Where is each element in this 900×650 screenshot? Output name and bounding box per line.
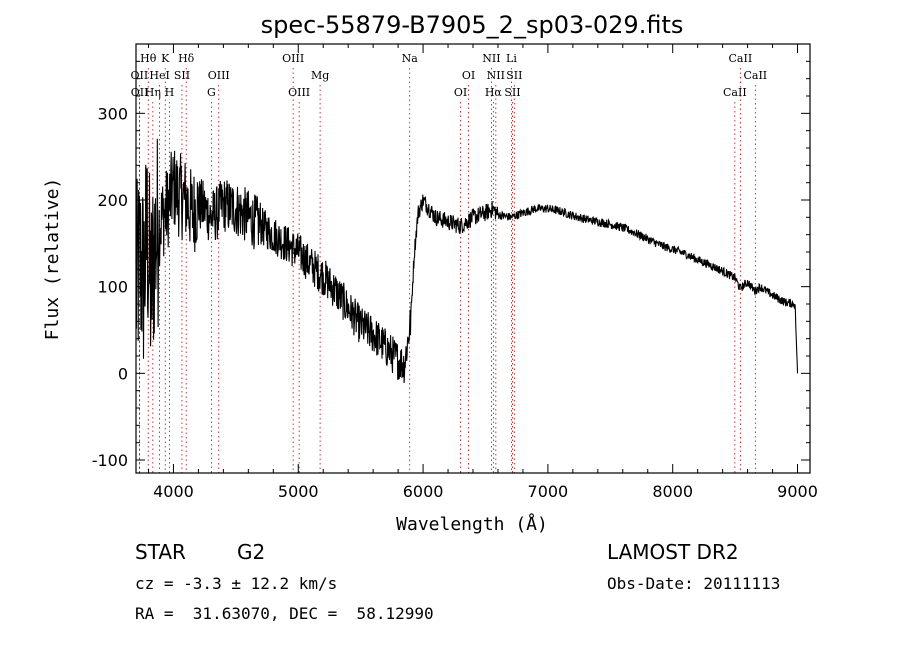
y-tick-label--100: -100 bbox=[92, 451, 128, 470]
line-label-3: OIII bbox=[282, 52, 304, 65]
line-label-2: Hδ bbox=[178, 52, 195, 65]
line-label-18: Hη bbox=[145, 86, 161, 99]
observation-date: Obs-Date: 20111113 bbox=[607, 574, 781, 593]
line-markers bbox=[138, 68, 756, 473]
y-tick-labels: -100 0 100 200 300 bbox=[92, 104, 128, 470]
line-label-14: NII bbox=[487, 69, 505, 82]
line-label-25: CaII bbox=[723, 86, 747, 99]
line-label-24: SII bbox=[504, 86, 520, 99]
y-tick-label-0: 0 bbox=[118, 364, 128, 383]
spectrum-line bbox=[135, 138, 799, 384]
line-label-20: G bbox=[207, 86, 216, 99]
line-label-16: CaII bbox=[743, 69, 767, 82]
line-label-15: SII bbox=[506, 69, 522, 82]
x-tick-label-9000: 9000 bbox=[777, 482, 818, 501]
survey-name: LAMOST DR2 bbox=[607, 540, 739, 564]
line-label-21: OIII bbox=[288, 86, 310, 99]
x-tick-label-6000: 6000 bbox=[403, 482, 444, 501]
x-tick-label-7000: 7000 bbox=[528, 482, 569, 501]
line-label-22: OI bbox=[454, 86, 467, 99]
line-label-13: OI bbox=[462, 69, 475, 82]
axis-ticks bbox=[136, 44, 810, 473]
line-label-9: HeI bbox=[149, 69, 169, 82]
y-tick-label-300: 300 bbox=[97, 104, 128, 123]
object-class: STAR bbox=[135, 540, 186, 564]
redshift-info: cz = -3.3 ± 12.2 km/s bbox=[135, 574, 338, 593]
coordinates: RA = 31.63070, DEC = 58.12990 bbox=[135, 604, 434, 623]
y-axis-label: Flux (relative) bbox=[42, 178, 63, 341]
chart-title: spec-55879-B7905_2_sp03-029.fits bbox=[261, 11, 684, 39]
line-label-12: Mg bbox=[311, 69, 329, 82]
line-label-7: CaII bbox=[729, 52, 753, 65]
x-tick-label-4000: 4000 bbox=[153, 482, 194, 501]
line-label-17: OII bbox=[131, 86, 149, 99]
line-label-23: Hα bbox=[485, 86, 503, 99]
line-label-11: OIII bbox=[208, 69, 230, 82]
y-tick-label-200: 200 bbox=[97, 191, 128, 210]
line-label-19: H bbox=[165, 86, 175, 99]
y-tick-label-100: 100 bbox=[97, 278, 128, 297]
x-tick-label-8000: 8000 bbox=[652, 482, 693, 501]
line-label-5: NII bbox=[482, 52, 500, 65]
line-label-0: Hθ bbox=[140, 52, 157, 65]
object-subclass: G2 bbox=[237, 540, 266, 564]
line-label-10: SII bbox=[174, 69, 190, 82]
line-label-1: K bbox=[161, 52, 170, 65]
line-label-8: OII bbox=[131, 69, 149, 82]
x-tick-labels: 4000 5000 6000 7000 8000 9000 bbox=[153, 482, 818, 501]
line-label-4: Na bbox=[402, 52, 419, 65]
line-label-6: Li bbox=[506, 52, 517, 65]
x-axis-label: Wavelength (Å) bbox=[396, 513, 548, 535]
plot-frame bbox=[135, 43, 811, 474]
x-tick-label-5000: 5000 bbox=[278, 482, 319, 501]
